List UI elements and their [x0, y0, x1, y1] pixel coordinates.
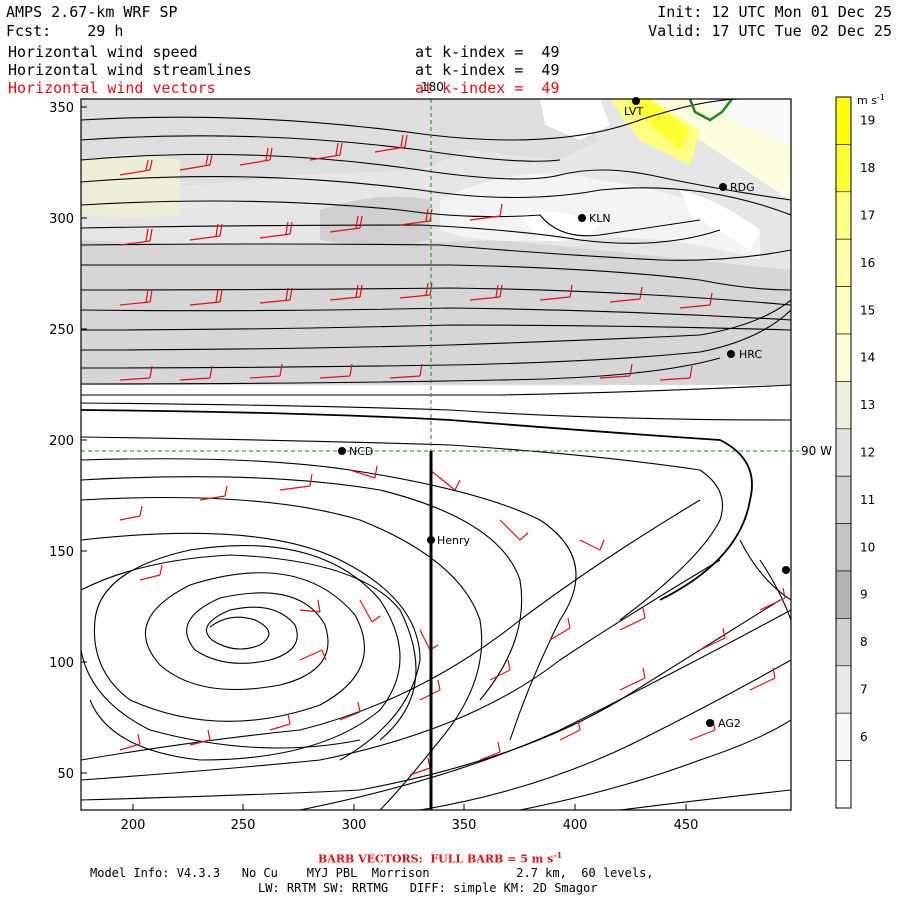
field-name-vectors: Horizontal wind vectors	[8, 79, 216, 97]
field-name-wind-speed: Horizontal wind speed	[8, 43, 198, 61]
forecast-line: Fcst: 29 h	[6, 23, 123, 40]
x-tick-200: 200	[121, 818, 146, 833]
x-tick-300: 300	[342, 818, 367, 833]
valid-time: Valid: 17 UTC Tue 02 Dec 25	[648, 22, 892, 40]
y-axis: 350 300 250 200 150 100 50	[49, 101, 87, 782]
colorbar-level-19: 19	[860, 114, 875, 128]
colorbar-level-7: 7	[860, 683, 868, 697]
colorbar-level-10: 10	[860, 540, 875, 554]
colorbar-box	[835, 428, 852, 477]
colorbar-box	[835, 712, 852, 761]
colorbar-box	[835, 238, 852, 287]
colorbar-boxes	[835, 96, 852, 809]
x-tick-350: 350	[452, 818, 477, 833]
colorbar-level-17: 17	[860, 209, 875, 223]
coastline	[688, 99, 733, 122]
y-tick-150: 150	[49, 545, 74, 560]
colorbar-box	[835, 286, 852, 335]
svg-text:AG2: AG2	[718, 717, 741, 730]
colorbar-labels: 19 18 17 16 15 14 13 12 11 10 9 8 7 6	[860, 114, 875, 744]
colorbar-level-12: 12	[860, 446, 875, 460]
station-hrc: HRC	[727, 348, 762, 361]
colorbar-level-13: 13	[860, 398, 875, 412]
y-tick-50: 50	[57, 767, 74, 782]
x-tick-400: 400	[563, 818, 588, 833]
field-level-vectors: at k-index = 49	[415, 79, 560, 97]
colorbar-level-6: 6	[860, 730, 868, 744]
colorbar: 19 18 17 16 15 14 13 12 11 10 9 8 7 6 m s-1	[835, 93, 885, 809]
station-kln: KLN	[578, 212, 611, 225]
colorbar-level-15: 15	[860, 303, 875, 317]
colorbar-box	[835, 618, 852, 667]
colorbar-level-18: 18	[860, 161, 875, 175]
init-time: Init: 12 UTC Mon 01 Dec 25	[657, 3, 892, 21]
svg-text:KLN: KLN	[589, 212, 611, 225]
station-edge	[782, 566, 790, 574]
y-tick-200: 200	[49, 434, 74, 449]
wind-speed-shading	[81, 99, 791, 385]
colorbar-box	[835, 381, 852, 430]
svg-text:NCD: NCD	[349, 445, 373, 458]
colorbar-level-11: 11	[860, 493, 875, 507]
svg-text:RDG: RDG	[730, 181, 755, 194]
colorbar-box	[835, 144, 852, 193]
y-tick-100: 100	[49, 656, 74, 671]
wind-barbs	[119, 134, 786, 776]
field-level-wind-speed: at k-index = 49	[415, 43, 560, 61]
y-tick-250: 250	[49, 323, 74, 338]
model-title: AMPS 2.67-km WRF SP	[6, 3, 178, 21]
colorbar-level-9: 9	[860, 588, 868, 602]
stations: LVT RDG KLN HRC NCD Henry AG2	[338, 97, 790, 730]
forecast-hours: 29 h	[87, 22, 124, 40]
model-info-line-1: Model Info: V4.3.3 No Cu MYJ PBL Morriso…	[90, 866, 654, 880]
colorbar-box	[835, 760, 852, 809]
barb-legend: BARB VECTORS: FULL BARB = 5 m s-1	[318, 850, 563, 866]
colorbar-box	[835, 96, 852, 145]
streamlines	[81, 99, 791, 810]
svg-text:LVT: LVT	[624, 105, 643, 118]
station-ncd: NCD	[338, 445, 373, 458]
station-rdg: RDG	[719, 181, 755, 194]
svg-text:Henry: Henry	[437, 534, 471, 547]
station-henry: Henry	[427, 534, 471, 547]
colorbar-unit: m s-1	[857, 93, 885, 107]
colorbar-level-14: 14	[860, 351, 875, 365]
colorbar-box	[835, 191, 852, 240]
parallel-label: 90 W	[801, 444, 832, 458]
field-level-streamlines: at k-index = 49	[415, 61, 560, 79]
colorbar-box	[835, 475, 852, 524]
colorbar-box	[835, 523, 852, 572]
x-tick-250: 250	[231, 818, 256, 833]
colorbar-level-16: 16	[860, 256, 875, 270]
svg-text:HRC: HRC	[739, 348, 762, 361]
y-tick-350: 350	[49, 101, 74, 116]
colorbar-box	[835, 333, 852, 382]
x-axis: 200 250 300 350 400 450	[121, 804, 699, 833]
map-frame	[80, 98, 792, 811]
colorbar-box	[835, 665, 852, 714]
x-tick-450: 450	[674, 818, 699, 833]
forecast-label: Fcst:	[6, 22, 52, 40]
model-info-line-2: LW: RRTM SW: RRTMG DIFF: simple KM: 2D S…	[258, 881, 598, 895]
meridian-label: 180	[421, 80, 444, 94]
station-ag2: AG2	[706, 717, 741, 730]
colorbar-level-8: 8	[860, 635, 868, 649]
field-name-streamlines: Horizontal wind streamlines	[8, 61, 252, 79]
colorbar-box	[835, 570, 852, 619]
y-tick-300: 300	[49, 212, 74, 227]
